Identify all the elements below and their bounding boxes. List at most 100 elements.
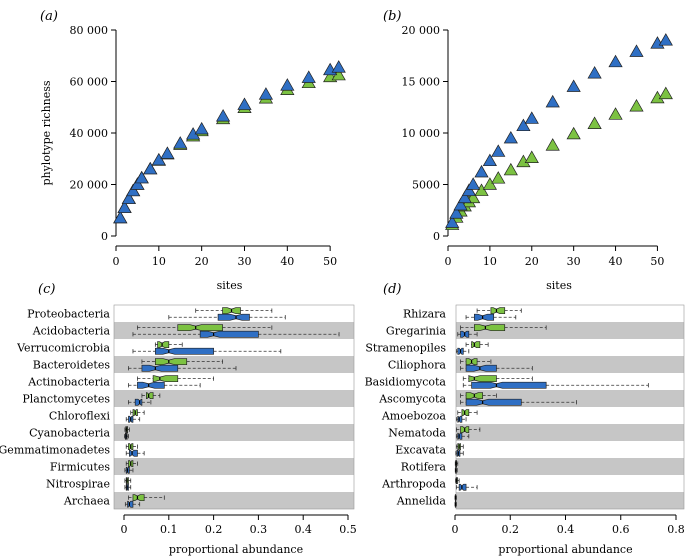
x-axis-title: sites xyxy=(546,279,572,292)
x-tick-label: 0.3 xyxy=(250,523,268,536)
y-tick-label: 10 000 xyxy=(402,127,441,140)
data-point-blue xyxy=(117,200,132,213)
category-label: Ascomycota xyxy=(378,393,446,406)
data-point-green xyxy=(629,99,644,112)
panel-a: (a) 0 20 000 40 000 60 000 80 000 0 10 20 30 40 50… xyxy=(40,9,346,292)
x-tick-label: 0 xyxy=(452,523,459,536)
box-green xyxy=(152,375,179,383)
data-point-blue xyxy=(491,144,506,157)
panel-d: (d) Rhizara Gregarinia Stramenopiles Ciliop… xyxy=(365,282,685,556)
row-band xyxy=(114,390,354,407)
data-point-blue xyxy=(457,190,472,204)
x-tick-label: 0 xyxy=(445,255,452,268)
x-tick-label: 0 xyxy=(121,523,128,536)
category-label: Chloroflexi xyxy=(49,410,111,423)
box-green xyxy=(473,324,506,332)
box-blue xyxy=(458,483,467,491)
category-label: Bacteroidetes xyxy=(33,359,111,372)
category-label: Rotifera xyxy=(401,461,447,474)
data-point-blue xyxy=(461,183,477,196)
row-band xyxy=(456,322,684,339)
box-green xyxy=(146,392,154,400)
x-tick-label: 0.2 xyxy=(502,523,520,536)
data-point-green xyxy=(587,116,602,129)
data-point-blue xyxy=(474,164,489,178)
box-green xyxy=(157,341,170,349)
data-point-blue xyxy=(331,60,346,73)
box-blue xyxy=(134,398,143,406)
data-point-blue xyxy=(143,161,158,175)
category-label: Basidiomycota xyxy=(365,376,447,389)
data-point-green xyxy=(482,177,497,190)
x-tick-label: 0.6 xyxy=(612,523,630,536)
data-point-blue xyxy=(301,70,316,83)
data-point-blue xyxy=(516,118,531,132)
y-tick-label: 15 000 xyxy=(402,76,441,89)
x-axis-title: proportional abundance xyxy=(169,543,303,556)
category-label: Archaea xyxy=(63,495,111,508)
y-tick-label: 60 000 xyxy=(70,76,109,89)
x-axis-title: proportional abundance xyxy=(498,543,632,556)
data-point-blue xyxy=(524,111,539,124)
data-point-green xyxy=(491,171,506,184)
row-band xyxy=(456,458,684,475)
y-tick-label: 20 000 xyxy=(402,24,441,37)
data-point-blue xyxy=(445,215,460,228)
x-tick-label: 20 xyxy=(195,255,209,268)
data-point-blue xyxy=(566,79,581,92)
x-tick-label: 0.4 xyxy=(294,523,312,536)
category-label: Actinobacteria xyxy=(27,376,110,389)
x-tick-label: 20 xyxy=(525,255,539,268)
y-axis-title: phylotype richness xyxy=(40,80,53,185)
data-point-blue xyxy=(113,210,128,224)
box-blue xyxy=(471,381,547,389)
box-blue xyxy=(457,415,463,423)
data-point-green xyxy=(545,138,560,151)
data-point-blue xyxy=(121,191,136,204)
data-point-blue xyxy=(173,136,188,149)
row-band xyxy=(456,424,684,441)
x-tick-label: 0.5 xyxy=(339,523,357,536)
data-point-blue xyxy=(130,177,145,190)
x-tick-label: 50 xyxy=(650,255,664,268)
y-tick-label: 20 000 xyxy=(70,179,109,192)
data-point-blue xyxy=(215,109,231,122)
box-blue xyxy=(457,432,463,440)
data-point-blue xyxy=(160,146,175,159)
category-label: Annelida xyxy=(396,495,447,508)
data-point-blue xyxy=(280,78,295,91)
data-point-blue xyxy=(629,44,644,57)
row-band xyxy=(114,424,354,441)
row-band xyxy=(456,492,684,509)
data-point-green xyxy=(566,126,581,140)
category-label: Nematoda xyxy=(388,427,446,440)
panel-c-label: (c) xyxy=(38,282,55,297)
category-label: Stramenopiles xyxy=(365,342,446,355)
category-label: Gemmatimonadetes xyxy=(0,444,110,457)
box-green xyxy=(461,409,470,417)
x-tick-label: 0 xyxy=(113,255,120,268)
panel-b-label: (b) xyxy=(383,9,401,24)
category-label: Verrucomicrobia xyxy=(16,342,110,355)
category-label: Amoebozoa xyxy=(381,410,447,423)
row-band xyxy=(456,356,684,373)
plot-frame xyxy=(113,304,355,510)
category-label: Gregarinia xyxy=(386,325,447,338)
x-tick-label: 0.8 xyxy=(667,523,685,536)
row-band xyxy=(114,322,354,339)
data-point-blue xyxy=(466,177,481,190)
x-tick-label: 40 xyxy=(280,255,294,268)
category-label: Ciliophora xyxy=(388,359,447,372)
box-blue xyxy=(137,381,165,389)
x-tick-label: 30 xyxy=(237,255,251,268)
x-tick-label: 50 xyxy=(323,255,337,268)
y-tick-label: 80 000 xyxy=(70,24,109,37)
data-point-blue xyxy=(258,87,274,100)
box-blue xyxy=(141,364,179,372)
box-green xyxy=(177,324,223,332)
y-tick-label: 5000 xyxy=(412,179,440,192)
category-label: Acidobacteria xyxy=(32,325,111,338)
box-blue xyxy=(465,398,522,406)
data-point-blue xyxy=(134,170,149,184)
